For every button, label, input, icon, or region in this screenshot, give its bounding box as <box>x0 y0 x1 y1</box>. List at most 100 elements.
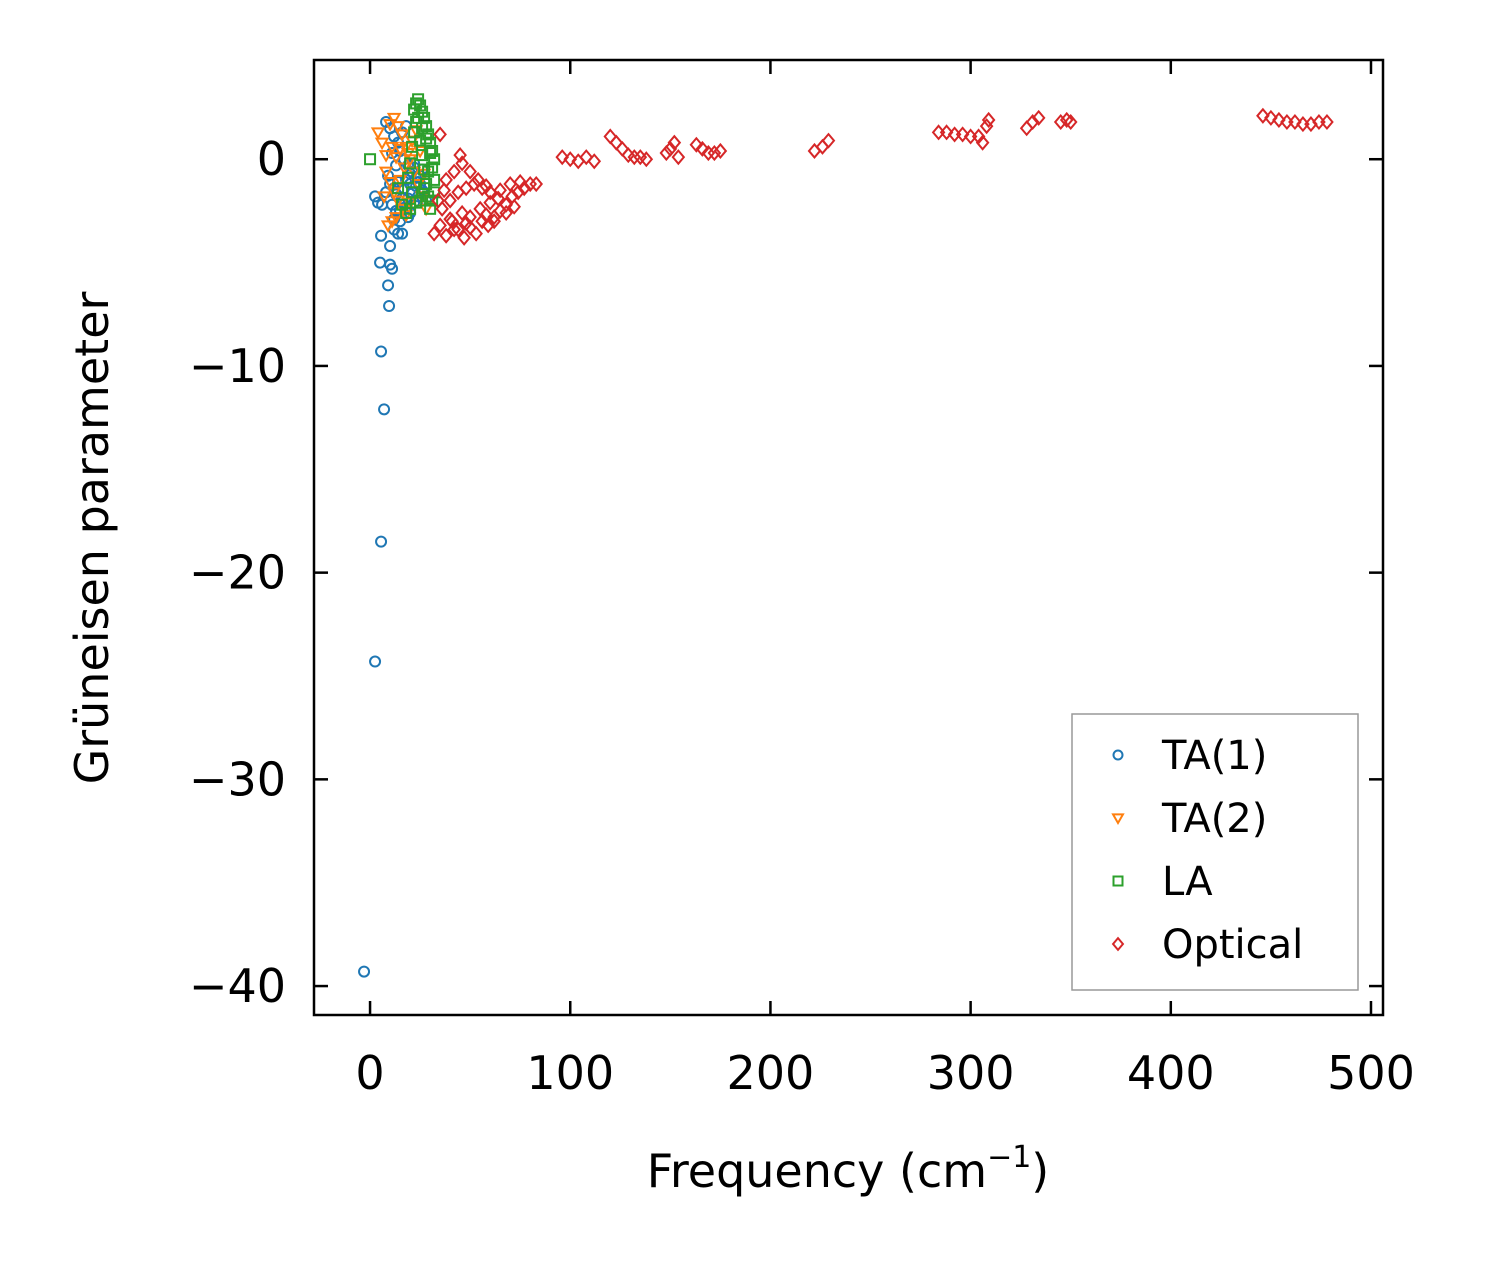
data-point <box>955 126 970 143</box>
data-point <box>1059 111 1074 128</box>
data-point <box>418 182 431 195</box>
data-point <box>663 140 678 157</box>
data-point <box>467 175 481 193</box>
data-point <box>406 140 419 153</box>
data-point <box>659 144 674 162</box>
data-point <box>483 194 497 211</box>
data-point <box>424 147 437 160</box>
data-point <box>388 212 404 225</box>
data-point <box>1264 109 1278 126</box>
data-point <box>431 192 445 209</box>
data-point <box>382 169 395 182</box>
data-point <box>529 175 544 193</box>
data-point <box>376 191 392 204</box>
x-tick-label: 500 <box>1327 1046 1415 1100</box>
data-point <box>469 225 483 242</box>
y-tick-label: −10 <box>189 339 286 393</box>
data-point <box>451 221 465 238</box>
data-point <box>433 217 447 234</box>
legend: TA(1) TA(2) LA Optical <box>1071 713 1359 991</box>
data-point <box>707 144 722 162</box>
data-point <box>374 137 390 151</box>
data-point <box>382 119 398 132</box>
data-point <box>437 182 451 199</box>
legend-label: TA(1) <box>1161 733 1267 779</box>
data-point <box>384 141 400 155</box>
axis-ticks: 0 100 200 300 400 500 0 −10 −20 −30 −40 <box>189 60 1415 1100</box>
data-point <box>455 204 469 222</box>
legend-label: LA <box>1162 859 1213 905</box>
data-point <box>390 159 403 172</box>
data-point <box>821 132 836 149</box>
data-point <box>404 202 417 215</box>
data-point <box>392 182 405 195</box>
data-point <box>517 180 532 197</box>
data-point <box>639 151 654 168</box>
data-point <box>443 192 457 209</box>
data-point <box>370 127 386 140</box>
legend-marker <box>1112 749 1124 761</box>
data-point <box>404 157 417 170</box>
data-point <box>579 149 594 166</box>
data-point <box>443 211 457 228</box>
legend-marker <box>1111 936 1125 952</box>
data-point <box>507 198 521 215</box>
x-tick-label: 100 <box>526 1046 614 1100</box>
data-point <box>427 225 441 242</box>
legend-items: TA(1) TA(2) LA Optical <box>1111 733 1303 968</box>
data-point <box>388 152 404 165</box>
data-point <box>378 403 391 416</box>
data-point <box>390 195 406 209</box>
data-point <box>378 166 394 180</box>
data-point <box>667 134 682 151</box>
data-point <box>424 202 437 215</box>
data-point <box>420 132 433 145</box>
data-point <box>1272 111 1286 128</box>
data-point <box>375 535 388 548</box>
data-point <box>386 112 402 126</box>
x-tick-label: 0 <box>355 1046 384 1100</box>
data-point <box>939 124 954 141</box>
data-point <box>414 134 427 147</box>
data-point <box>457 229 471 246</box>
data-point <box>433 126 447 143</box>
data-point <box>439 227 453 244</box>
x-tick-label: 300 <box>927 1046 1015 1100</box>
plot-frame <box>312 58 1385 1017</box>
data-point <box>563 151 578 168</box>
data-point <box>459 215 473 232</box>
data-point <box>416 149 429 162</box>
data-points <box>358 93 1334 978</box>
y-tick-label: −40 <box>189 959 286 1013</box>
data-point <box>447 221 461 238</box>
data-point <box>1053 113 1068 131</box>
data-point <box>1025 113 1040 131</box>
data-point <box>1063 113 1078 131</box>
data-point <box>975 134 990 151</box>
legend-label: Optical <box>1162 922 1303 968</box>
data-point <box>414 99 427 112</box>
data-point <box>364 153 377 166</box>
data-point <box>453 147 467 164</box>
data-point <box>513 173 528 191</box>
data-point <box>1256 107 1270 124</box>
data-point <box>1031 109 1046 126</box>
data-point <box>408 126 421 139</box>
data-point <box>412 93 425 106</box>
data-point <box>358 965 371 978</box>
data-point <box>487 213 501 230</box>
data-point <box>493 182 507 199</box>
data-point <box>671 149 686 166</box>
data-point <box>695 140 710 157</box>
data-point <box>396 227 409 240</box>
data-point <box>383 299 396 312</box>
data-point <box>499 204 513 222</box>
data-point <box>471 171 485 188</box>
data-point <box>499 196 513 213</box>
data-point <box>378 150 394 163</box>
legend-label: TA(2) <box>1161 796 1267 842</box>
legend-marker <box>1111 813 1125 825</box>
y-tick-label: 0 <box>257 132 286 186</box>
